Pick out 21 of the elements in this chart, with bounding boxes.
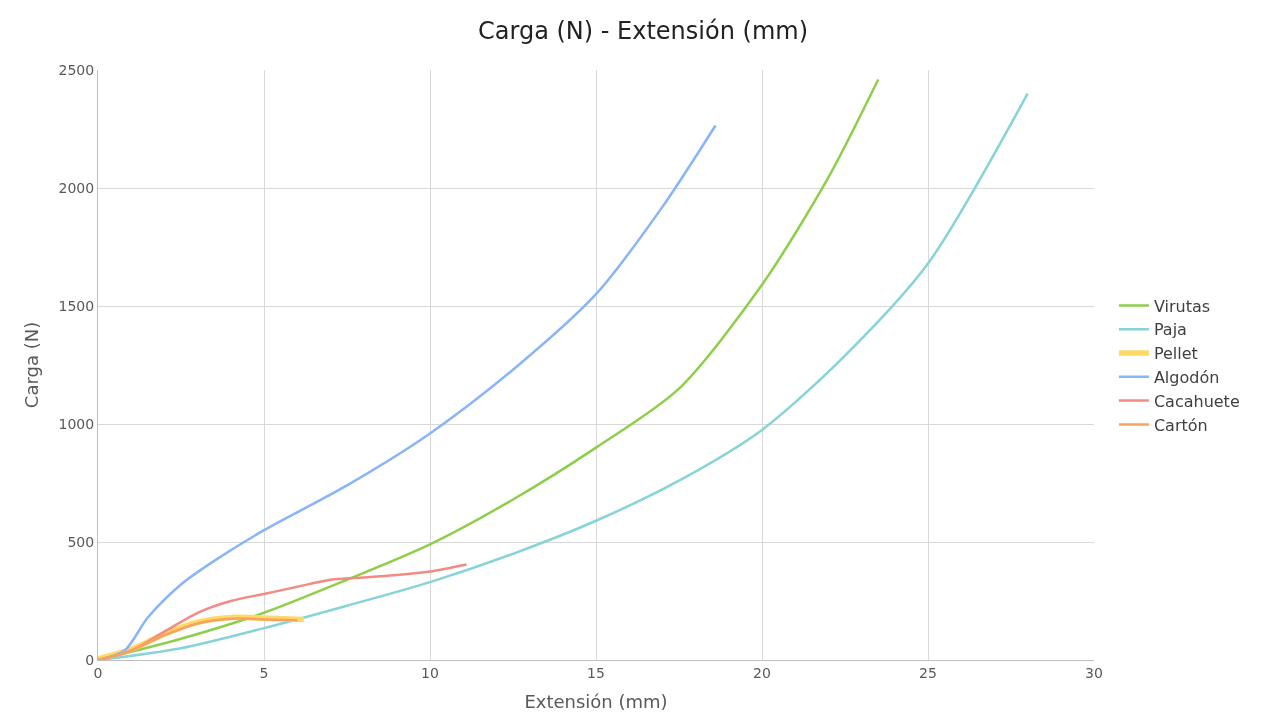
x-tick-label: 15 xyxy=(587,664,605,681)
legend-label: Algodón xyxy=(1153,368,1220,388)
x-tick-label: 30 xyxy=(1085,664,1103,681)
x-axis-title: Extensión (mm) xyxy=(524,690,668,712)
legend-label: Paja xyxy=(1153,320,1187,340)
y-tick-label: 0 xyxy=(85,651,95,668)
chart-title: Carga (N) - Extensión (mm) xyxy=(477,16,809,45)
y-tick-label: 1500 xyxy=(58,297,95,314)
y-tick-label: 1000 xyxy=(58,415,95,432)
x-tick-label: 10 xyxy=(421,664,439,681)
legend-label: Pellet xyxy=(1153,344,1198,364)
x-tick-label: 20 xyxy=(753,664,771,681)
y-tick-label: 2000 xyxy=(58,179,95,196)
y-axis-title: Carga (N) xyxy=(20,321,42,409)
y-tick-label: 500 xyxy=(67,533,95,550)
legend-label: Virutas xyxy=(1153,296,1211,316)
x-tick-label: 5 xyxy=(259,664,269,681)
x-tick-label: 25 xyxy=(919,664,937,681)
y-tick-label: 2500 xyxy=(58,61,95,78)
legend-label: Cacahuete xyxy=(1153,391,1240,411)
legend-label: Cartón xyxy=(1153,415,1208,435)
